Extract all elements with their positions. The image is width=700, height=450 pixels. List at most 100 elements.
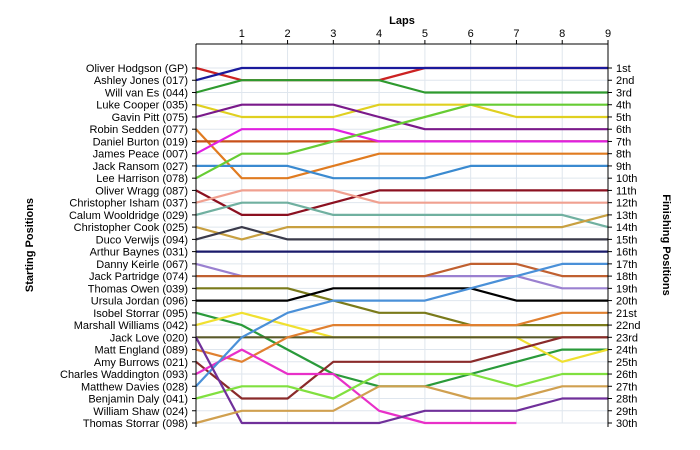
finishing-label: 25th xyxy=(616,357,637,369)
starting-label: Danny Keirle (067) xyxy=(96,259,188,271)
series-line-20 xyxy=(196,287,608,302)
finishing-label: 12th xyxy=(616,198,637,210)
x-tick-label: 4 xyxy=(376,28,382,40)
series-line-4 xyxy=(195,103,608,119)
finishing-label: 14th xyxy=(616,222,637,234)
finishing-label: 29th xyxy=(616,406,637,418)
starting-label: Luke Cooper (035) xyxy=(96,100,188,112)
starting-label: Marshall Williams (042) xyxy=(74,320,188,332)
series-line-25 xyxy=(195,336,608,400)
series-lines xyxy=(195,66,609,425)
starting-label: Jack Partridge (074) xyxy=(89,271,188,283)
series-line-10 xyxy=(195,103,608,180)
series-line-2 xyxy=(195,66,608,82)
finishing-label: 28th xyxy=(616,394,637,406)
plot-frame xyxy=(192,40,612,427)
finishing-label: 21st xyxy=(616,308,637,320)
grid xyxy=(196,44,609,424)
finishing-label: 27th xyxy=(616,381,637,393)
starting-label: Isobel Storrar (095) xyxy=(93,308,188,320)
starting-label: Thomas Owen (039) xyxy=(88,283,188,295)
x-tick-label: 9 xyxy=(605,28,611,40)
chart-title: Laps xyxy=(389,15,415,27)
finishing-label: 2nd xyxy=(616,75,634,87)
y-axis-label-right: Finishing Positions xyxy=(660,194,672,295)
x-tick-label: 5 xyxy=(422,28,428,40)
y-axis-label-left: Starting Positions xyxy=(24,198,36,292)
x-tick-labels: 1 2 3 4 5 6 7 8 9 xyxy=(239,28,611,40)
series-line-13 xyxy=(195,201,609,229)
series-line-26 xyxy=(195,348,517,425)
finishing-label: 17th xyxy=(616,259,637,271)
series-line-28 xyxy=(195,372,608,400)
series-line-11 xyxy=(195,189,608,216)
starting-label: Arthur Baynes (031) xyxy=(90,247,188,259)
series-line-3 xyxy=(195,79,608,94)
starting-label: Lee Harrison (078) xyxy=(96,173,188,185)
finishing-label: 8th xyxy=(616,149,631,161)
finishing-label: 6th xyxy=(616,124,631,136)
finishing-label: 18th xyxy=(616,271,637,283)
starting-label: Jack Ransom (027) xyxy=(93,161,188,173)
series-line-19 xyxy=(196,287,608,327)
x-tick-label: 6 xyxy=(468,28,474,40)
starting-label: Matthew Davies (028) xyxy=(81,381,188,393)
finishing-label: 13th xyxy=(616,210,637,222)
starting-label: Matt England (089) xyxy=(94,345,188,357)
starting-label: Christopher Isham (037) xyxy=(69,198,188,210)
starting-label: Duco Verwijs (094) xyxy=(96,234,188,246)
series-line-24 xyxy=(195,311,608,363)
x-tick-label: 8 xyxy=(559,28,565,40)
series-line-15 xyxy=(195,226,608,241)
finishing-label: 23rd xyxy=(616,332,638,344)
finishing-label: 16th xyxy=(616,247,637,259)
finishing-label: 9th xyxy=(616,161,631,173)
starting-label: William Shaw (024) xyxy=(93,406,188,418)
starting-label: Benjamin Daly (041) xyxy=(88,394,188,406)
starting-labels: Oliver Hodgson (GP)Ashley Jones (017)Wil… xyxy=(60,63,188,430)
starting-label: Ursula Jordan (096) xyxy=(91,296,188,308)
finishing-label: 11th xyxy=(616,185,637,197)
series-line-12 xyxy=(195,189,608,204)
starting-label: Amy Burrows (021) xyxy=(94,357,188,369)
x-tick-label: 1 xyxy=(239,28,245,40)
starting-label: Daniel Burton (019) xyxy=(93,136,188,148)
series-line-6 xyxy=(195,128,608,180)
starting-label: Christopher Cook (025) xyxy=(74,222,188,234)
starting-label: Jack Love (020) xyxy=(110,332,188,344)
starting-label: Oliver Hodgson (GP) xyxy=(86,63,188,75)
finishing-label: 30th xyxy=(616,418,637,430)
starting-label: Gavin Pitt (075) xyxy=(112,112,188,124)
series-line-8 xyxy=(195,128,608,155)
x-tick-label: 2 xyxy=(284,28,290,40)
finishing-label: 24th xyxy=(616,345,637,357)
starting-label: Robin Sedden (077) xyxy=(90,124,188,136)
finishing-label: 26th xyxy=(616,369,637,381)
series-line-18 xyxy=(196,262,608,278)
series-line-29 xyxy=(195,336,608,425)
finishing-label: 7th xyxy=(616,136,631,148)
starting-label: James Peace (007) xyxy=(93,149,188,161)
finishing-label: 15th xyxy=(616,234,637,246)
finishing-labels: 1st2nd3rd4th5th6th7th8th9th10th11th12th1… xyxy=(616,63,640,430)
starting-label: Ashley Jones (017) xyxy=(94,75,188,87)
finishing-label: 10th xyxy=(616,173,637,185)
x-tick-label: 7 xyxy=(513,28,519,40)
series-line-1 xyxy=(195,66,608,82)
starting-label: Calum Wooldridge (029) xyxy=(69,210,188,222)
series-line-9 xyxy=(196,164,608,180)
x-tick-label: 3 xyxy=(330,28,336,40)
finishing-label: 3rd xyxy=(616,87,632,99)
finishing-label: 19th xyxy=(616,283,637,295)
starting-label: Thomas Storrar (098) xyxy=(83,418,188,430)
finishing-label: 20th xyxy=(616,296,637,308)
series-line-27 xyxy=(195,262,608,388)
starting-label: Charles Waddington (093) xyxy=(60,369,188,381)
finishing-label: 22nd xyxy=(616,320,640,332)
series-line-30 xyxy=(195,385,608,425)
finishing-label: 4th xyxy=(616,100,631,112)
starting-label: Will van Es (044) xyxy=(105,87,188,99)
starting-label: Oliver Wragg (087) xyxy=(95,185,188,197)
